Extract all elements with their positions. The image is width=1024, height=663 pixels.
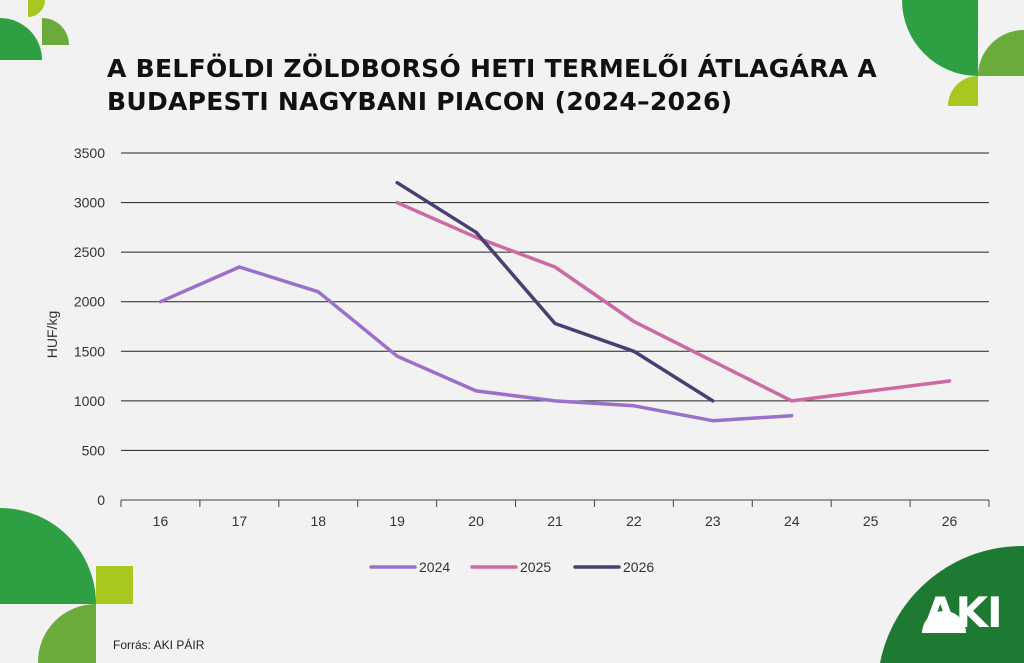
- y-tick-label: 2500: [74, 244, 105, 260]
- y-tick-label: 2000: [74, 294, 105, 310]
- deco-logo-shape: [880, 545, 1024, 663]
- x-tick-label: 26: [942, 513, 958, 529]
- x-tick-label: 20: [468, 513, 484, 529]
- deco-leaf-top-left: [0, 18, 42, 60]
- x-tick-label: 22: [626, 513, 642, 529]
- legend-label-2024: 2024: [419, 559, 450, 575]
- x-tick-label: 18: [310, 513, 326, 529]
- x-tick-label: 17: [232, 513, 248, 529]
- deco-leaf-bottom-left-3: [37, 604, 96, 663]
- x-tick-label: 16: [153, 513, 169, 529]
- series-line-2025: [395, 200, 952, 403]
- deco-leaf-bottom-left-2: [96, 566, 133, 604]
- deco-leaf-top-left-3: [28, 0, 45, 17]
- series-line-2024: [158, 265, 794, 423]
- y-axis-label: HUF/kg: [44, 311, 60, 358]
- deco-leaf-top-right-2: [978, 30, 1024, 76]
- deco-leaf-top-left-2: [42, 18, 69, 45]
- series-line-2026: [395, 180, 715, 403]
- x-tick-label: 25: [863, 513, 879, 529]
- x-tick-label: 19: [389, 513, 405, 529]
- x-tick-label: 24: [784, 513, 800, 529]
- y-tick-label: 0: [97, 492, 105, 508]
- source-note: Forrás: AKI PÁIR: [113, 638, 205, 652]
- y-tick-label: 3500: [74, 145, 105, 161]
- legend-label-2026: 2026: [623, 559, 654, 575]
- y-tick-label: 3000: [74, 195, 105, 211]
- deco-leaf-top-right-3: [948, 76, 978, 106]
- y-tick-label: 1000: [74, 393, 105, 409]
- logo-mountain-icon: [922, 611, 966, 633]
- aki-logo: AKI: [924, 588, 1003, 637]
- deco-leaf-top-right: [902, 0, 978, 76]
- x-tick-label: 21: [547, 513, 563, 529]
- chart-title: A BELFÖLDI ZÖLDBORSÓ HETI TERMELŐI ÁTLAG…: [107, 54, 878, 116]
- legend-label-2025: 2025: [520, 559, 551, 575]
- y-tick-label: 500: [82, 442, 106, 458]
- y-tick-label: 1500: [74, 343, 105, 359]
- x-tick-label: 23: [705, 513, 721, 529]
- deco-leaf-bottom-left: [0, 508, 96, 604]
